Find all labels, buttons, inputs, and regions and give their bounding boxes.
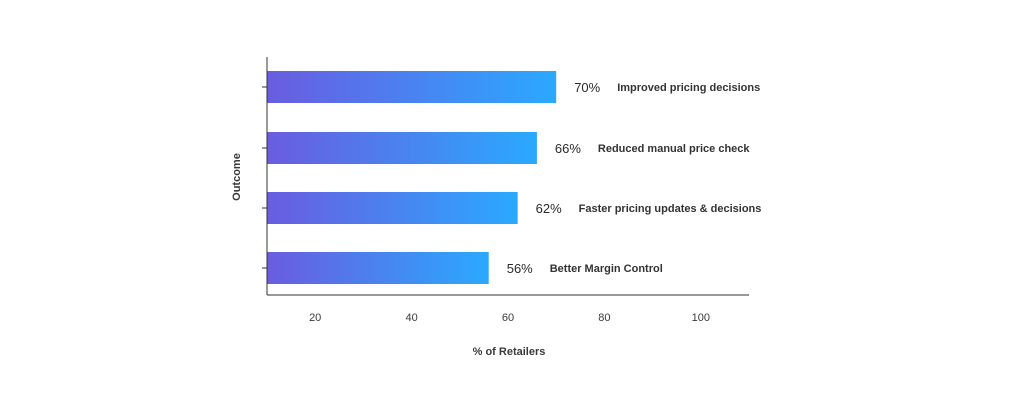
bar-value-label: 70% <box>574 80 600 95</box>
x-axis-title: % of Retailers <box>473 346 546 358</box>
x-tick-label: 80 <box>598 312 610 324</box>
bar-category-label: Improved pricing decisions <box>617 82 760 94</box>
bar-value-label: 66% <box>555 141 581 156</box>
bar <box>267 192 518 224</box>
x-tick-label: 60 <box>502 312 514 324</box>
bar <box>267 71 557 103</box>
bar-category-label: Better Margin Control <box>550 263 663 275</box>
bar-value-label: 56% <box>507 261 533 276</box>
bar <box>267 132 537 164</box>
bar-category-label: Faster pricing updates & decisions <box>579 203 762 215</box>
bar <box>267 252 489 284</box>
x-tick-label: 20 <box>309 312 321 324</box>
bar-category-label: Reduced manual price check <box>598 143 750 155</box>
x-tick-label: 100 <box>692 312 710 324</box>
y-axis-title: Outcome <box>231 153 243 201</box>
bar-value-label: 62% <box>536 201 562 216</box>
x-tick-label: 40 <box>405 312 417 324</box>
